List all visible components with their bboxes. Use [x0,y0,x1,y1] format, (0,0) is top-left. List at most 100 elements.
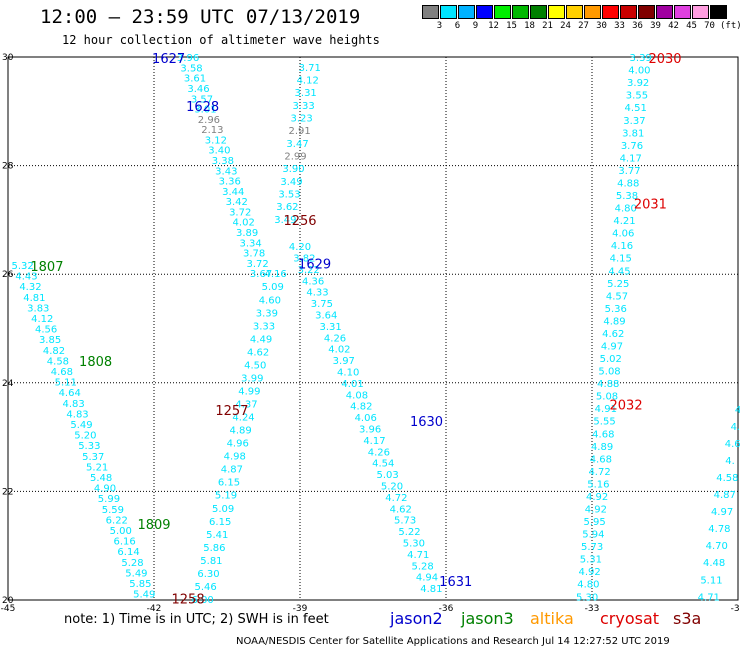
wave-height-value: 3.81 [622,128,644,139]
wave-height-value: 5.16 [587,479,609,490]
wave-height-value: 3.23 [290,114,312,125]
legend-bin-label: 9 [472,21,479,31]
wave-height-value: 4.43 [15,272,37,283]
wave-height-value: 5.25 [607,279,629,290]
legend-bin-label: 36 [632,21,643,31]
wave-height-value: 5.99 [98,494,120,505]
wave-height-value: 2.91 [288,126,310,137]
wave-height-value: 5.49 [70,420,92,431]
wave-height-value: 5.36 [605,304,627,315]
wave-height-value: 4.92 [585,505,607,516]
wave-height-value: 4.60 [259,295,281,306]
wave-height-value: 3.53 [278,190,300,201]
wave-height-value: 3.31 [320,322,342,333]
wave-height-value: 3.92 [627,78,649,89]
pass-label: 2030 [648,52,681,67]
wave-height-value: 4.83 [66,409,88,420]
wave-height-value: 4.92 [586,492,608,503]
legend-swatch [584,5,601,19]
wave-height-value: 3.33 [293,101,315,112]
wave-height-value: 6.00 [192,595,214,606]
wave-height-value: 4.51 [625,103,647,114]
wave-height-value: 3.49 [274,215,296,226]
wave-height-value: 4.02 [233,218,255,229]
wave-height-value: 4.81 [23,293,45,304]
wave-height-value: 4.71 [698,592,720,603]
wave-height-value: 5.59 [102,505,124,516]
wave-height-value: 3.72 [229,207,251,218]
wave-height-value: 5.48 [90,473,112,484]
wave-height-value: 6.15 [209,517,231,528]
wave-height-value: 4.90 [94,484,116,495]
wave-height-value: 4.21 [613,216,635,227]
legend-bin-label: 70 [704,21,715,31]
legend-bin-label: 6 [454,21,461,31]
wave-height-value: 6.30 [197,569,219,580]
wave-height-value: 3.61 [184,74,206,85]
wave-height-value: 4.62 [602,329,624,340]
wave-height-value: 4.02 [328,345,350,356]
legend-swatch [674,5,691,19]
wave-height-value: 3.82 [293,253,315,264]
wave-height-value: 4.20 [289,242,311,253]
legend-cryosat: cryosat [600,609,660,628]
wave-height-value: 4.81 [420,584,442,595]
legend-swatch [638,5,655,19]
wave-height-value: 4.70 [706,541,728,552]
wave-height-value: 4.6 [725,439,740,450]
pass-label: 1256 [283,214,316,229]
wave-height-value: 5.49 [133,590,155,601]
legend-swatch [548,5,565,19]
wave-height-value: 5.94 [582,530,604,541]
wave-height-value: 3.77 [618,166,640,177]
wave-height-value: 5.20 [381,482,403,493]
wave-height-value: 4.26 [324,333,346,344]
wave-height-value: 4.89 [229,426,251,437]
wave-height-value: 4.16 [611,241,633,252]
wave-height-value: 4.12 [297,76,319,87]
wave-height-value: 4.78 [708,524,730,535]
wave-height-value: 4.33 [306,288,328,299]
legend-swatch [422,5,439,19]
wave-height-value: 3.64 [315,310,337,321]
legend-bin-label: 15 [506,21,517,31]
wave-height-value: 4.68 [592,429,614,440]
note-text: note: 1) Time is in UTC; 2) SWH is in fe… [64,612,329,627]
wave-height-value: 4.57 [606,291,628,302]
wave-height-value: 4.72 [588,467,610,478]
legend-bin-label: 30 [596,21,607,31]
wave-height-value: 3.38 [212,156,234,167]
wave-height-value: 3.33 [253,321,275,332]
wave-height-value: 5.31 [580,555,602,566]
wave-height-value: 5.09 [262,282,284,293]
wave-height-value: 4.01 [341,379,363,390]
wave-height-value: 3.96 [177,53,199,64]
wave-height-value: 4.10 [337,367,359,378]
wave-height-value: 4.89 [603,316,625,327]
wave-height-value: 5.02 [600,354,622,365]
wave-height-value: 4.64 [59,388,81,399]
legend-bin-label: 3 [436,21,443,31]
wave-height-value: 6.22 [106,515,128,526]
wave-height-value: 4.97 [711,507,733,518]
legend-bin-label: 21 [542,21,553,31]
legend-bin-label: 33 [614,21,625,31]
wave-height-value: 5.28 [121,558,143,569]
pass-label: 1629 [298,257,331,272]
wave-height-value: 3.12 [205,135,227,146]
wave-height-value: 3.55 [626,91,648,102]
wave-height-value: 4.88 [617,178,639,189]
map-subtitle: 12 hour collection of altimeter wave hei… [62,33,380,47]
wave-height-value: 3.99 [241,373,263,384]
legend-swatch [458,5,475,19]
wave-height-value: 2.99 [284,152,306,163]
pass-label: 1627 [152,52,185,67]
pass-label: 1631 [439,575,472,590]
wave-height-value: 4.89 [591,442,613,453]
legend-swatch [530,5,547,19]
wave-height-value: 4.80 [577,580,599,591]
legend-bin-label: 45 [686,21,697,31]
wave-height-value: 5.46 [194,582,216,593]
wave-height-value: 5.33 [78,441,100,452]
